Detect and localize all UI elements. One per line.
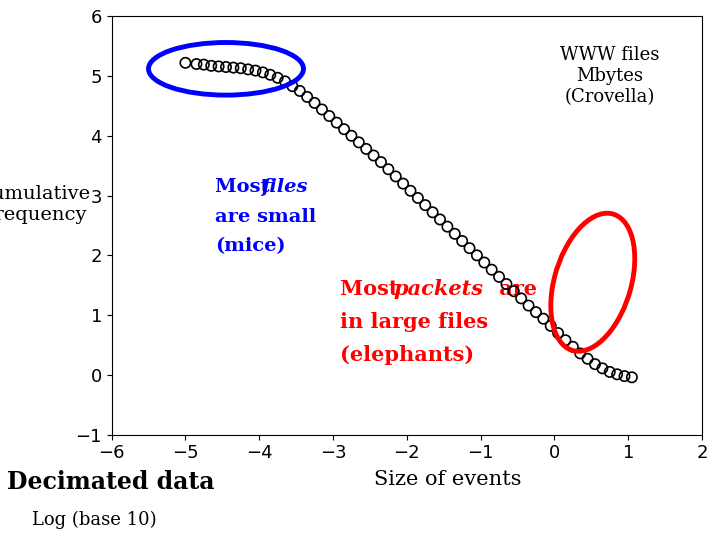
Point bbox=[449, 230, 461, 238]
Point bbox=[272, 73, 284, 82]
Point bbox=[530, 308, 541, 316]
Text: packets: packets bbox=[394, 279, 484, 299]
Point bbox=[382, 165, 394, 173]
Text: (elephants): (elephants) bbox=[341, 345, 474, 365]
Point bbox=[427, 208, 438, 217]
Point bbox=[523, 301, 534, 310]
Point bbox=[390, 172, 402, 181]
Point bbox=[264, 71, 276, 79]
Point bbox=[375, 158, 387, 166]
Point bbox=[368, 151, 379, 160]
Point bbox=[346, 131, 357, 140]
Text: are small: are small bbox=[215, 207, 316, 226]
Point bbox=[235, 64, 246, 72]
Text: WWW files
Mbytes
(Crovella): WWW files Mbytes (Crovella) bbox=[560, 46, 660, 106]
Text: Most: Most bbox=[215, 178, 276, 195]
Point bbox=[250, 66, 261, 75]
Point bbox=[567, 342, 579, 351]
Point bbox=[279, 77, 291, 86]
Point bbox=[353, 138, 364, 147]
Point bbox=[316, 105, 328, 114]
Point bbox=[323, 112, 335, 120]
Point bbox=[464, 244, 475, 253]
Point bbox=[604, 368, 616, 376]
Point bbox=[220, 63, 232, 71]
Point bbox=[338, 125, 350, 133]
Point bbox=[434, 215, 446, 224]
Point bbox=[205, 62, 217, 70]
Point bbox=[589, 360, 600, 368]
Point bbox=[361, 145, 372, 153]
Text: Decimated data: Decimated data bbox=[7, 470, 215, 494]
Point bbox=[294, 86, 305, 95]
Point bbox=[471, 251, 482, 260]
Point bbox=[198, 60, 210, 69]
Point bbox=[397, 179, 409, 188]
Point bbox=[331, 118, 343, 127]
Point bbox=[611, 370, 623, 379]
Point bbox=[552, 329, 564, 338]
Point bbox=[538, 314, 549, 323]
Text: are: are bbox=[492, 279, 536, 299]
Point bbox=[486, 265, 498, 274]
Point bbox=[441, 222, 453, 231]
Point bbox=[508, 287, 520, 295]
Point bbox=[302, 92, 313, 101]
Point bbox=[257, 68, 269, 77]
Point bbox=[500, 280, 512, 288]
Point bbox=[545, 322, 557, 330]
Point bbox=[179, 58, 191, 67]
Point bbox=[213, 62, 225, 71]
Point bbox=[191, 60, 202, 69]
Point bbox=[456, 237, 468, 245]
Point bbox=[405, 186, 416, 195]
Point bbox=[582, 354, 593, 363]
Point bbox=[575, 349, 586, 357]
Point bbox=[516, 294, 527, 303]
Text: Cumulative
Frequency: Cumulative Frequency bbox=[0, 185, 91, 224]
Point bbox=[493, 273, 505, 281]
Text: files: files bbox=[261, 178, 307, 195]
Point bbox=[597, 364, 608, 373]
Point bbox=[287, 82, 298, 91]
Text: Most: Most bbox=[341, 279, 406, 299]
Point bbox=[626, 373, 638, 382]
Point bbox=[309, 99, 320, 107]
Point bbox=[228, 63, 239, 72]
Point bbox=[559, 336, 571, 345]
Text: Log (base 10): Log (base 10) bbox=[32, 510, 157, 529]
Point bbox=[618, 372, 630, 380]
Point bbox=[479, 258, 490, 267]
Text: (mice): (mice) bbox=[215, 238, 286, 255]
Text: in large files: in large files bbox=[341, 312, 488, 332]
Point bbox=[412, 194, 423, 202]
Text: Size of events: Size of events bbox=[374, 470, 522, 489]
Point bbox=[243, 65, 254, 74]
Point bbox=[420, 201, 431, 210]
